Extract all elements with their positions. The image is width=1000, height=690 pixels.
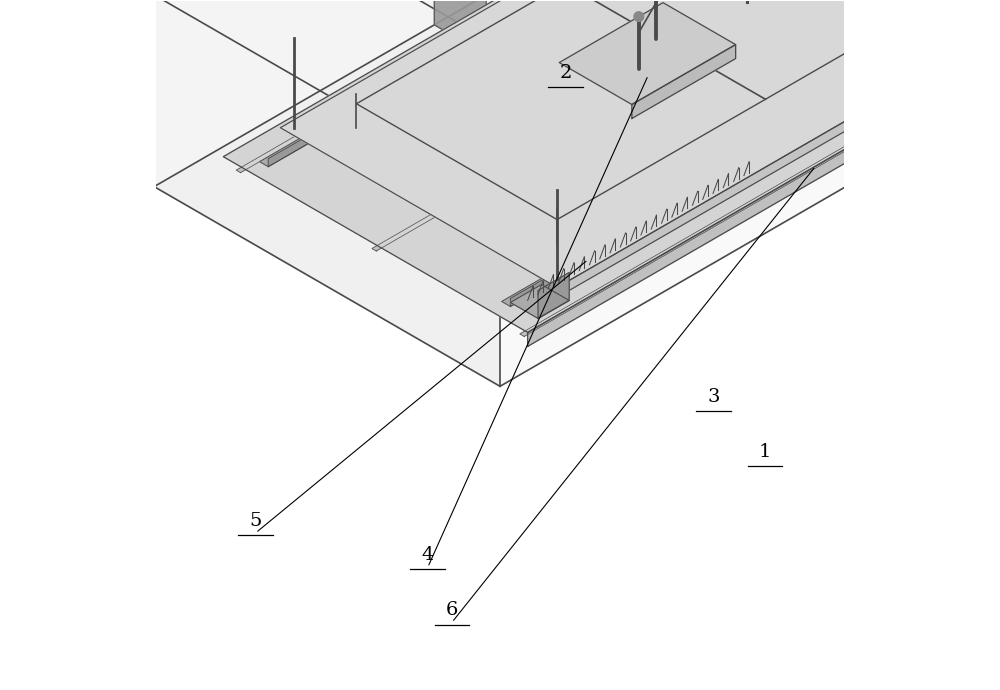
Polygon shape — [236, 0, 823, 172]
Polygon shape — [280, 0, 1000, 288]
Polygon shape — [154, 0, 1000, 386]
Polygon shape — [820, 0, 1000, 2]
Text: 1: 1 — [759, 443, 771, 461]
Polygon shape — [154, 0, 500, 386]
Polygon shape — [559, 3, 736, 104]
Polygon shape — [268, 0, 837, 167]
Text: 3: 3 — [707, 388, 720, 406]
Text: 5: 5 — [249, 511, 262, 530]
Text: 2: 2 — [559, 64, 572, 82]
Polygon shape — [260, 0, 837, 167]
Polygon shape — [510, 0, 1000, 306]
Polygon shape — [632, 45, 736, 119]
Polygon shape — [223, 0, 1000, 333]
Polygon shape — [528, 0, 1000, 346]
Polygon shape — [557, 0, 1000, 297]
Polygon shape — [520, 0, 1000, 337]
Polygon shape — [510, 284, 569, 318]
Polygon shape — [434, 0, 486, 55]
Polygon shape — [538, 273, 569, 318]
Polygon shape — [372, 0, 959, 251]
Text: 4: 4 — [422, 546, 434, 564]
Text: 6: 6 — [446, 601, 458, 619]
Polygon shape — [502, 0, 1000, 306]
Circle shape — [634, 12, 644, 21]
